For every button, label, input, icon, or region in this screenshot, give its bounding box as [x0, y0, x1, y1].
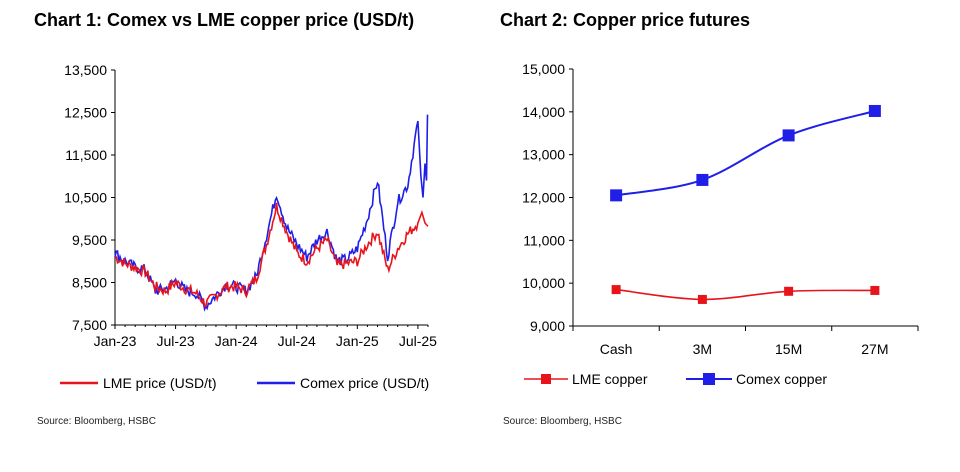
chart2-series-lme-line — [616, 288, 875, 301]
chart2-legend-lme-label: LME copper — [572, 371, 648, 387]
chart1-x-tick-label: Jul-23 — [157, 333, 195, 349]
chart1-series-comex-line — [114, 114, 429, 312]
chart2-legend-comex-swatch-marker — [703, 373, 715, 385]
chart2-series-comex-line — [615, 110, 876, 197]
chart2-x-tick-label: 15M — [775, 341, 802, 357]
chart1-series-lme-line — [115, 202, 429, 308]
chart2-title: Chart 2: Copper price futures — [500, 10, 751, 30]
chart2-lme-point-cash — [611, 285, 621, 295]
chart2-y-tick-label: 10,000 — [522, 275, 565, 291]
chart1-x-tick-label: Jan-24 — [215, 333, 258, 349]
chart2-x-tick-label: Cash — [600, 341, 633, 357]
chart2-x-tick-label: 3M — [693, 341, 712, 357]
chart1-x-tick-label: Jan-25 — [336, 333, 379, 349]
chart2-source: Source: Bloomberg, HSBC — [503, 416, 622, 427]
chart2-comex-point-27m — [868, 104, 881, 117]
chart2-y-tick-label: 15,000 — [522, 61, 565, 77]
chart2-y-tick-label: 13,000 — [522, 147, 565, 163]
chart2-lme-point-15m — [784, 286, 794, 296]
chart1-x-tick-label: Jul-25 — [399, 333, 437, 349]
chart1-y-tick-label: 8,500 — [72, 275, 107, 291]
chart2-lme-point-27m — [870, 285, 880, 295]
chart1-x-tick-label: Jul-24 — [278, 333, 316, 349]
chart2-legend-lme-swatch-marker — [541, 374, 551, 384]
chart1-legend-comex-label: Comex price (USD/t) — [300, 375, 429, 391]
chart1-y-tick-label: 7,500 — [72, 317, 107, 333]
chart1-y-tick-label: 11,500 — [65, 147, 107, 163]
chart2-lme-point-3m — [697, 294, 707, 304]
chart2-y-tick-label: 9,000 — [530, 318, 565, 334]
chart2-comex-point-3m — [696, 173, 709, 186]
chart2-comex-point-15m — [782, 129, 795, 142]
chart2-x-tick-label: 27M — [861, 341, 888, 357]
chart1-title: Chart 1: Comex vs LME copper price (USD/… — [34, 10, 415, 30]
chart1-y-tick-label: 10,500 — [64, 190, 107, 206]
chart1-source: Source: Bloomberg, HSBC — [37, 416, 156, 427]
chart1-x-tick-label: Jan-23 — [94, 333, 137, 349]
chart1-y-tick-label: 12,500 — [64, 105, 107, 121]
chart1-y-tick-label: 13,500 — [64, 62, 107, 78]
chart2-y-tick-label: 14,000 — [522, 104, 565, 120]
chart1-y-tick-label: 9,500 — [72, 232, 107, 248]
chart2-comex-point-cash — [610, 189, 623, 202]
chart2-y-tick-label: 11,000 — [523, 232, 565, 248]
chart2-y-tick-label: 12,000 — [522, 190, 565, 206]
chart2-legend-comex-label: Comex copper — [736, 371, 827, 387]
chart1-legend-lme-label: LME price (USD/t) — [103, 375, 217, 391]
